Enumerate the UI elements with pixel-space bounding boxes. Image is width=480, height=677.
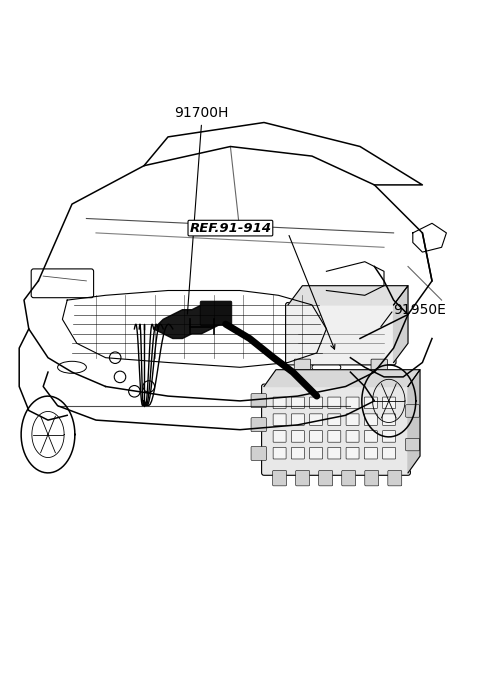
FancyBboxPatch shape: [294, 359, 311, 373]
FancyBboxPatch shape: [328, 397, 341, 409]
FancyBboxPatch shape: [291, 414, 304, 425]
Polygon shape: [408, 370, 420, 473]
FancyBboxPatch shape: [291, 397, 304, 409]
FancyBboxPatch shape: [286, 303, 396, 365]
FancyBboxPatch shape: [383, 431, 396, 442]
FancyBboxPatch shape: [406, 405, 420, 417]
FancyBboxPatch shape: [291, 447, 304, 459]
FancyBboxPatch shape: [273, 397, 286, 409]
FancyBboxPatch shape: [328, 431, 341, 442]
FancyBboxPatch shape: [383, 447, 396, 459]
FancyBboxPatch shape: [364, 397, 377, 409]
Polygon shape: [394, 286, 408, 362]
Text: REF.91-914: REF.91-914: [189, 221, 272, 235]
Text: 91700H: 91700H: [174, 106, 229, 120]
FancyBboxPatch shape: [346, 447, 359, 459]
FancyBboxPatch shape: [383, 397, 396, 409]
Polygon shape: [326, 262, 384, 295]
FancyBboxPatch shape: [346, 431, 359, 442]
FancyBboxPatch shape: [346, 397, 359, 409]
FancyBboxPatch shape: [371, 359, 387, 373]
Polygon shape: [288, 286, 408, 305]
Polygon shape: [264, 370, 420, 387]
FancyBboxPatch shape: [310, 431, 323, 442]
FancyBboxPatch shape: [310, 414, 323, 425]
FancyBboxPatch shape: [296, 471, 310, 486]
FancyBboxPatch shape: [319, 471, 333, 486]
FancyBboxPatch shape: [346, 414, 359, 425]
FancyBboxPatch shape: [383, 414, 396, 425]
FancyBboxPatch shape: [365, 471, 379, 486]
FancyBboxPatch shape: [291, 431, 304, 442]
FancyBboxPatch shape: [388, 471, 402, 486]
FancyBboxPatch shape: [273, 414, 286, 425]
FancyBboxPatch shape: [328, 447, 341, 459]
FancyBboxPatch shape: [364, 431, 377, 442]
FancyBboxPatch shape: [200, 301, 232, 326]
FancyBboxPatch shape: [310, 397, 323, 409]
FancyBboxPatch shape: [262, 384, 410, 475]
FancyBboxPatch shape: [328, 414, 341, 425]
FancyBboxPatch shape: [251, 394, 266, 408]
FancyBboxPatch shape: [364, 447, 377, 459]
FancyBboxPatch shape: [251, 447, 266, 460]
FancyBboxPatch shape: [273, 447, 286, 459]
Text: 91950E: 91950E: [394, 303, 446, 317]
Polygon shape: [413, 223, 446, 252]
FancyBboxPatch shape: [406, 438, 420, 451]
FancyBboxPatch shape: [342, 471, 356, 486]
FancyBboxPatch shape: [364, 414, 377, 425]
FancyBboxPatch shape: [251, 418, 266, 432]
FancyBboxPatch shape: [310, 447, 323, 459]
FancyBboxPatch shape: [273, 471, 287, 486]
Polygon shape: [154, 305, 221, 338]
FancyBboxPatch shape: [273, 431, 286, 442]
